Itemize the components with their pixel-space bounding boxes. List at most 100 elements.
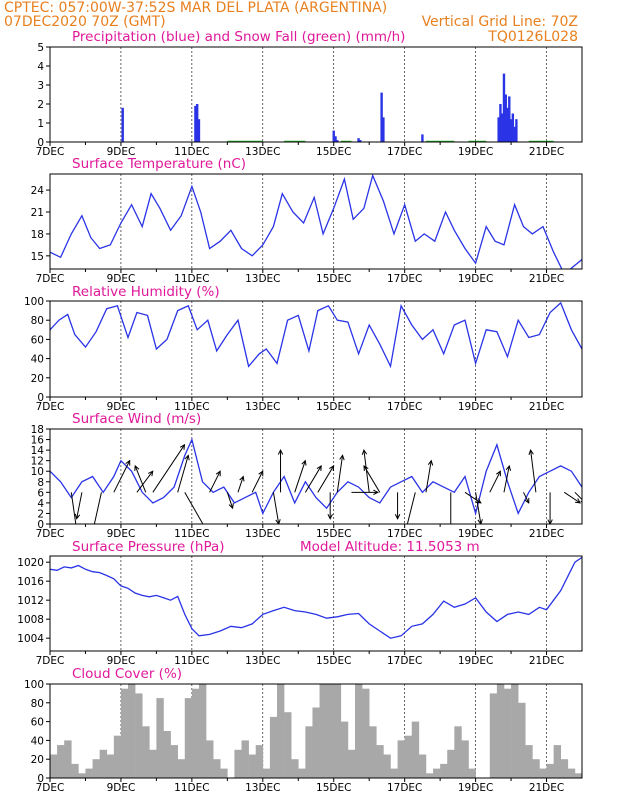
cloud-bar <box>340 721 349 778</box>
cloud-bar <box>425 773 434 778</box>
wind-x-tick-label: 19DEC <box>458 528 493 540</box>
temperature-x-tick-label: 21DEC <box>529 273 564 285</box>
humidity-x-tick-label: 19DEC <box>458 401 493 413</box>
temperature-y-tick-label: 15 <box>31 251 44 263</box>
precip-bar <box>508 96 511 142</box>
cloud-frame <box>49 683 583 779</box>
cloud-bar <box>518 702 526 778</box>
cloud-bar <box>50 754 58 778</box>
humidity-y-tick-label: 60 <box>31 334 44 346</box>
cloud-bar <box>496 684 505 778</box>
cloud-bar <box>262 768 271 778</box>
cloud-bar <box>574 773 582 778</box>
wind-vector <box>304 465 322 493</box>
wind-vector-head <box>258 470 264 477</box>
wind-vector <box>317 465 335 493</box>
precip-bar <box>382 117 385 142</box>
wind-vector-head <box>363 465 369 471</box>
humidity-x-tick-label: 11DEC <box>174 401 209 413</box>
wind-y-tick-label: 2 <box>37 508 44 520</box>
cloud-bar <box>156 698 164 778</box>
precip-bar <box>380 92 383 142</box>
wind-plot <box>50 437 582 530</box>
pressure-x-tick-label: 21DEC <box>529 655 564 667</box>
precip-bar <box>497 117 500 142</box>
wind-y-tick-label: 4 <box>37 498 44 510</box>
cloud-bar <box>347 749 356 778</box>
humidity-y-tick-label: 80 <box>31 315 44 327</box>
pressure-x-tick-label: 17DEC <box>387 655 422 667</box>
cloud-bar <box>418 754 427 778</box>
cloud-bar <box>355 684 363 778</box>
pressure-y-tick-label: 1020 <box>17 557 44 569</box>
precip-x-tick-label: 9DEC <box>107 146 136 158</box>
wind-vector <box>209 470 221 493</box>
header-code: TQ0126L028 <box>487 29 578 45</box>
cloud-panel: 7DEC 9DEC 11DEC 13DEC 15DEC 17DEC 19DEC 21DEC 0 2… <box>24 679 583 794</box>
cloud-bar <box>397 740 405 778</box>
cloud-x-tick-label: 21DEC <box>529 782 564 794</box>
wind-vector-head <box>547 519 553 524</box>
cloud-bar <box>433 768 441 778</box>
cloud-bar <box>362 688 370 778</box>
cloud-bar <box>234 749 242 778</box>
cloud-bar <box>532 759 540 778</box>
precip-bar <box>506 107 509 142</box>
humidity-y-tick-label: 100 <box>24 296 44 308</box>
pressure-x-tick-label: 11DEC <box>174 655 209 667</box>
wind-vector-head <box>179 443 186 450</box>
header-date: 07DEC2020 70Z (GMT) <box>4 14 166 30</box>
wind-vector-head <box>427 459 434 466</box>
cloud-bar <box>255 745 264 778</box>
humidity-y-tick-label: 40 <box>31 354 44 366</box>
cloud-bar <box>184 698 193 778</box>
cloud-bar <box>553 745 562 778</box>
cloud-bar <box>64 740 72 778</box>
cloud-bar <box>85 768 93 778</box>
precip-plot <box>121 73 554 142</box>
wind-vector-head <box>74 525 78 530</box>
pressure-y-tick-label: 1008 <box>17 614 44 626</box>
pressure-model-altitude: Model Altitude: 11.5053 m <box>300 539 480 555</box>
cloud-title: Cloud Cover (%) <box>72 666 182 682</box>
wind-title: Surface Wind (m/s) <box>72 411 201 427</box>
humidity-x-tick-label: 15DEC <box>316 401 351 413</box>
cloud-bar <box>404 735 413 778</box>
cloud-bar <box>369 726 377 778</box>
precip-panel: 7DEC 9DEC 11DEC 13DEC 15DEC 17DEC 19DEC 21DEC 0 1… <box>36 42 583 158</box>
cloud-bar <box>163 731 171 778</box>
wind-vector-head <box>184 454 190 461</box>
temperature-y-tick-label: 24 <box>31 185 45 197</box>
cloud-x-tick-label: 13DEC <box>245 782 280 794</box>
cloud-bar <box>284 712 292 778</box>
cloud-bar <box>539 768 547 778</box>
cloud-bar <box>390 768 398 778</box>
cloud-bar <box>489 693 498 778</box>
cloud-y-tick-label: 60 <box>31 717 44 729</box>
cloud-bar <box>120 688 129 778</box>
cloud-bar <box>241 740 249 778</box>
wind-vector-head <box>528 449 534 455</box>
wind-vector <box>93 492 102 524</box>
temperature-x-tick-label: 15DEC <box>316 273 351 285</box>
precip-bar <box>502 73 506 142</box>
wind-vector-head <box>394 514 401 520</box>
precip-bar <box>357 138 360 142</box>
cloud-bar <box>298 768 306 778</box>
wind-y-tick-label: 10 <box>31 466 44 478</box>
precip-bar <box>515 119 518 142</box>
pressure-y-tick-label: 1004 <box>17 633 44 645</box>
cloud-y-tick-label: 20 <box>31 754 44 766</box>
precip-bar <box>513 126 516 142</box>
wind-vector <box>503 465 510 493</box>
cloud-bar <box>269 716 278 778</box>
pressure-x-tick-label: 7DEC <box>36 655 65 667</box>
cloud-x-tick-label: 17DEC <box>387 782 422 794</box>
wind-x-tick-label: 7DEC <box>36 528 65 540</box>
temperature-x-tick-label: 17DEC <box>387 273 422 285</box>
wind-vector <box>152 444 185 493</box>
temperature-y-tick-label: 18 <box>31 229 44 241</box>
cloud-plot <box>50 684 582 778</box>
precip-x-tick-label: 21DEC <box>529 146 564 158</box>
